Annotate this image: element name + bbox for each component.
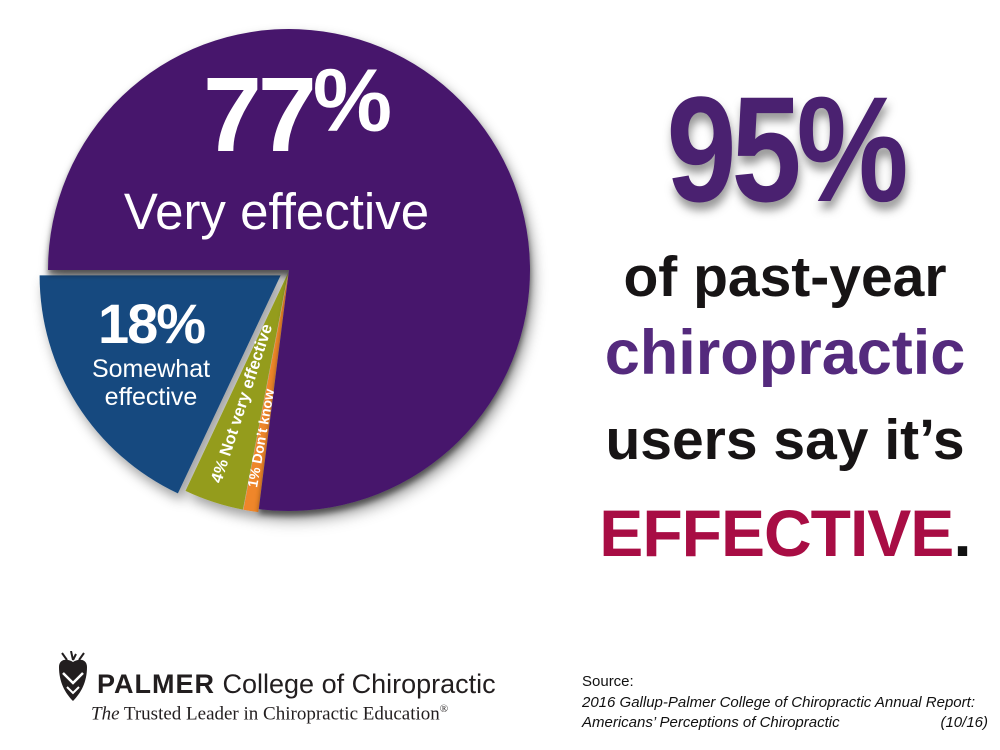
pie-main-percentage: 77%: [95, 56, 500, 168]
pie-main-slice-label: Very effective: [123, 183, 430, 240]
pie-slice-very-effective: [48, 28, 530, 511]
headline-line1: of past-year: [623, 245, 947, 309]
palmer-logo-bold: PALMER: [97, 669, 215, 699]
source-line2-row: Americans’ Perceptions of Chiropractic (…: [582, 713, 988, 734]
headline-line2: chiropractic: [604, 318, 966, 388]
tagline-rest: Trusted Leader in Chiropractic Education: [119, 703, 440, 725]
source-line2: Americans’ Perceptions of Chiropractic: [582, 714, 840, 732]
pie-slice-don-t-know: [243, 273, 289, 513]
headline-line3: users say it’s: [605, 408, 965, 472]
pie-main-percentage-number: 77: [202, 56, 317, 174]
headline-line4: EFFECTIVE.: [555, 500, 1000, 566]
pie-secondary-slice-label: Somewhat effective: [58, 355, 244, 411]
pie-secondary-label-line2: effective: [104, 383, 198, 411]
source-block: Source: 2016 Gallup-Palmer College of Ch…: [582, 672, 988, 734]
pie-slice-somewhat-effective: [39, 275, 281, 494]
pie-slice-not-very-effective: [185, 272, 289, 510]
pie-main-percentage-sign: %: [312, 50, 393, 151]
headline-stat: 95%: [666, 65, 908, 233]
source-label: Source:: [582, 673, 634, 690]
palmer-logo-rest: College of Chiropractic: [215, 669, 496, 699]
pie-chart: 4% Not very effective 1% Don’t know: [39, 28, 530, 513]
pie-secondary-label-line1: Somewhat: [91, 355, 211, 383]
pie-slices-group: [39, 28, 530, 513]
palmer-crest-icon: [59, 651, 87, 701]
headline-effective-word: EFFECTIVE: [599, 496, 954, 570]
palmer-logo-text: PALMER College of Chiropractic: [97, 671, 496, 698]
source-line1: 2016 Gallup-Palmer College of Chiropract…: [582, 693, 975, 711]
registered-mark: ®: [439, 703, 449, 715]
tagline-the: The: [91, 703, 120, 725]
pie-secondary-percentage: 18%: [97, 292, 206, 355]
headline-period: .: [953, 496, 971, 570]
source-date: (10/16): [940, 714, 988, 732]
palmer-tagline: The Trusted Leader in Chiropractic Educa…: [91, 703, 449, 725]
